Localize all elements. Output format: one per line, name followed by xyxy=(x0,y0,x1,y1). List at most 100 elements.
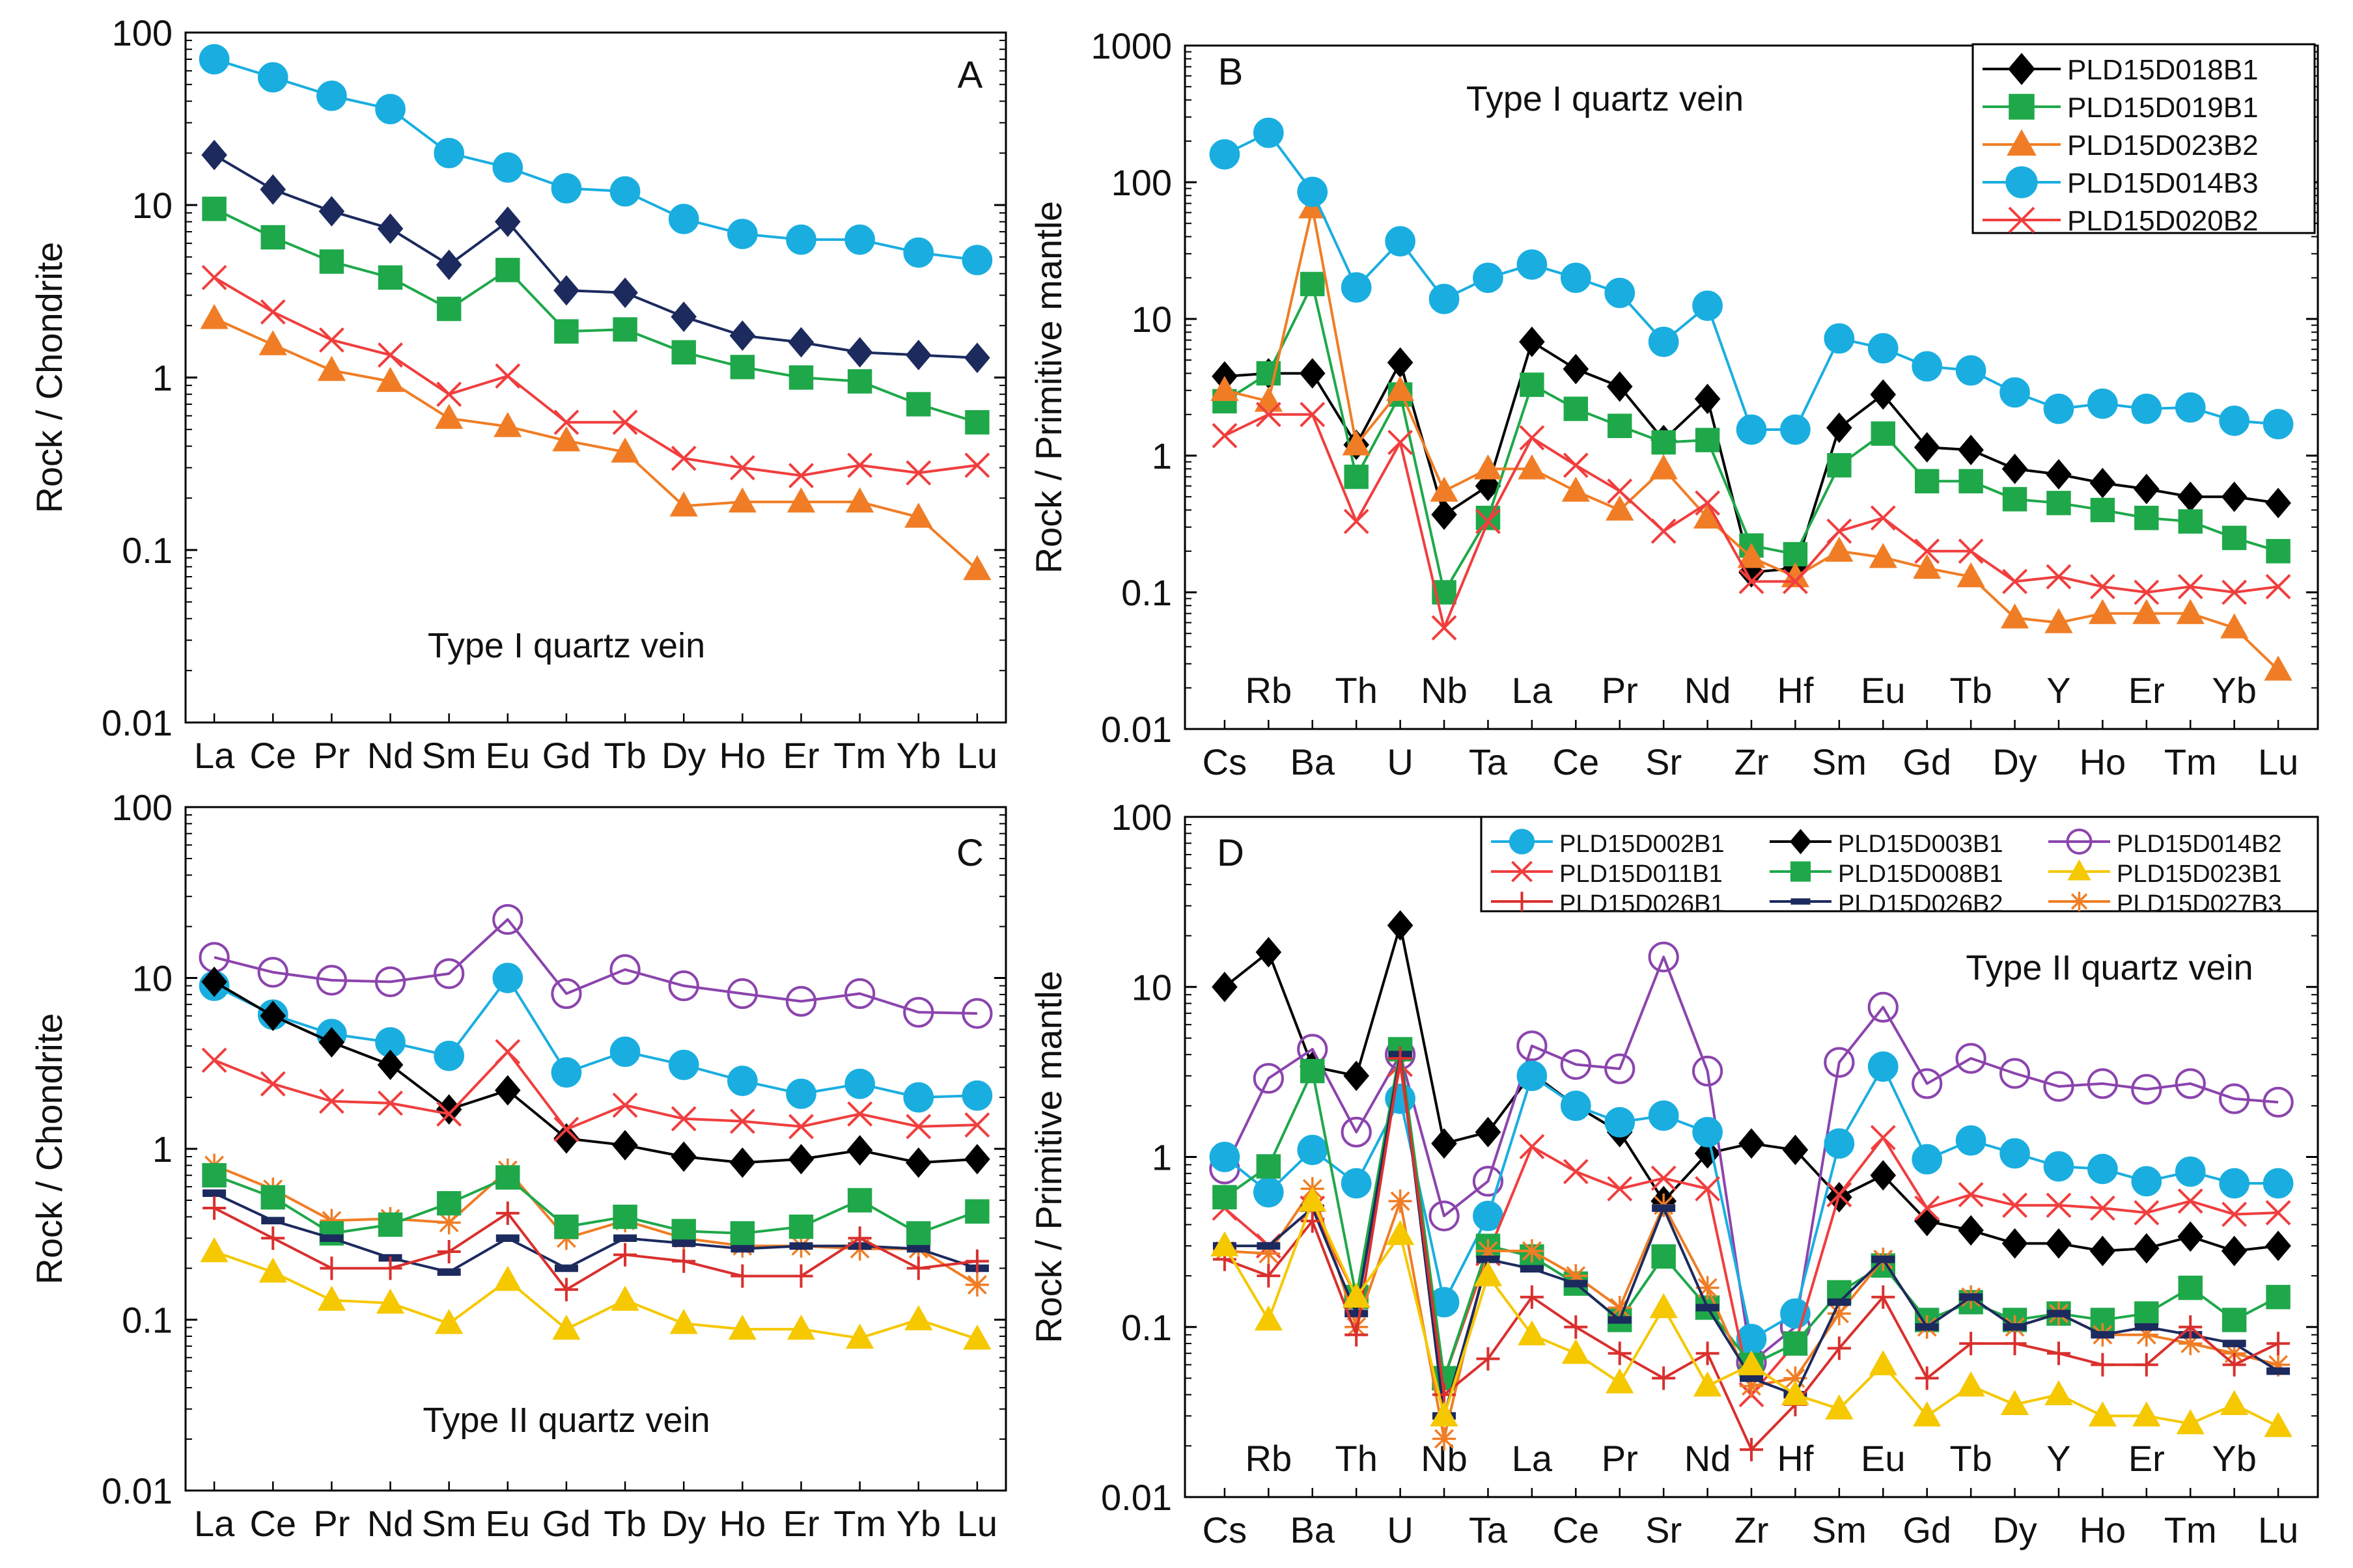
legend-label: PLD15D011B1 xyxy=(1559,860,1723,888)
data-point-pld15d014b3 xyxy=(1604,277,1636,309)
data-point-pld15d020b2 xyxy=(1738,568,1764,594)
data-point-pld15d011b1 xyxy=(729,1108,755,1135)
y-axis-label: Rock / Primitive mantle xyxy=(1028,201,1069,574)
legend-marker xyxy=(2008,53,2035,85)
data-point-pld15d027b3 xyxy=(1740,1374,1763,1398)
data-point-pld15d014b3 xyxy=(1428,283,1460,314)
legend-label: PLD15D008B1 xyxy=(1838,860,2003,888)
data-point-pld15d026b2 xyxy=(261,1217,285,1225)
x-tick-label: Sm xyxy=(422,735,477,776)
data-point-pld15d020b2 xyxy=(1914,538,1940,564)
data-point-pld15d019b1 xyxy=(2090,497,2115,523)
data-point-pld15d026b2 xyxy=(1652,1204,1676,1212)
data-point-pld15d008b1 xyxy=(1651,1244,1676,1269)
data-point-pld15d023b2 xyxy=(552,426,581,452)
data-point-pld15d019b1 xyxy=(1914,469,1940,494)
data-point-pld15d008b1 xyxy=(202,1162,227,1188)
x-tick-label: Ho xyxy=(719,1503,766,1544)
data-point-pld15d011b1 xyxy=(378,1090,403,1116)
data-point-pld15d003b1 xyxy=(729,1147,756,1178)
data-point-pld15d008b1 xyxy=(906,1221,931,1246)
data-point-pld15d018b1 xyxy=(318,196,345,227)
data-point-pld15d002b1 xyxy=(1297,1135,1328,1166)
y-tick-label: 0.1 xyxy=(1121,1307,1172,1348)
legend-entry-pld15d002b1: PLD15D002B1 xyxy=(1491,829,1725,858)
data-point-pld15d003b1 xyxy=(1738,1128,1764,1159)
data-point-pld15d023b2 xyxy=(2044,608,2073,633)
data-point-pld15d023b1 xyxy=(1825,1394,1854,1420)
data-point-pld15d023b2 xyxy=(1737,543,1766,568)
data-point-pld15d011b1 xyxy=(1607,1176,1633,1202)
x-inner-label: Pr xyxy=(1602,1438,1638,1479)
data-point-pld15d014b3 xyxy=(1297,176,1328,208)
data-point-pld15d026b2 xyxy=(495,1234,520,1243)
data-point-pld15d014b3 xyxy=(844,224,875,255)
series-line-pld15d023b2 xyxy=(214,317,979,571)
y-axis-label: Rock / Chondrite xyxy=(29,241,70,513)
data-point-pld15d023b2 xyxy=(2220,613,2249,639)
data-point-pld15d020b2 xyxy=(2177,573,2203,599)
data-point-pld15d023b2 xyxy=(669,491,698,517)
data-point-pld15d026b2 xyxy=(320,1234,344,1243)
data-point-pld15d019b1 xyxy=(2221,525,2247,551)
data-point-pld15d014b3 xyxy=(962,245,993,275)
legend-entry-pld15d023b2: PLD15D023B2 xyxy=(1983,129,2259,161)
data-point-pld15d011b1 xyxy=(2177,1188,2203,1214)
data-point-pld15d003b1 xyxy=(553,1123,579,1154)
data-point-pld15d026b1 xyxy=(2266,1332,2290,1356)
data-point-pld15d011b1 xyxy=(612,1092,638,1118)
data-point-pld15d019b1 xyxy=(2134,506,2159,530)
data-point-pld15d027b3 xyxy=(2179,1332,2203,1356)
data-point-pld15d014b2 xyxy=(1648,941,1679,972)
data-point-pld15d023b2 xyxy=(1473,454,1503,480)
data-point-pld15d011b1 xyxy=(1826,1182,1852,1207)
data-point-pld15d020b2 xyxy=(2134,579,2160,605)
legend-entry-pld15d020b2: PLD15D020B2 xyxy=(1983,205,2259,237)
data-point-pld15d011b1 xyxy=(1870,1125,1896,1151)
data-point-pld15d018b1 xyxy=(494,206,521,238)
data-point-pld15d014b2 xyxy=(434,958,465,989)
y-tick-label: 0.01 xyxy=(1101,1477,1172,1518)
data-point-pld15d014b2 xyxy=(962,998,993,1029)
data-point-pld15d023b1 xyxy=(200,1237,229,1263)
data-point-pld15d027b3 xyxy=(1388,1189,1412,1213)
x-tick-label: Dy xyxy=(1992,1509,2037,1550)
y-tick-label: 1 xyxy=(152,1129,173,1170)
data-point-pld15d002b1 xyxy=(434,1040,464,1071)
data-point-pld15d002b1 xyxy=(2131,1166,2162,1197)
data-point-pld15d014b3 xyxy=(316,80,347,111)
data-point-pld15d026b2 xyxy=(554,1264,578,1272)
legend-entry-pld15d027b3: PLD15D027B3 xyxy=(2048,890,2282,918)
x-tick-label: Gd xyxy=(542,1503,591,1544)
data-point-pld15d026b2 xyxy=(1608,1316,1632,1324)
x-tick-label: Dy xyxy=(661,735,706,776)
data-point-pld15d014b3 xyxy=(2043,393,2074,424)
data-point-pld15d019b1 xyxy=(2002,487,2027,512)
data-point-pld15d023b1 xyxy=(1913,1401,1942,1427)
data-point-pld15d003b1 xyxy=(318,1026,345,1058)
x-tick-label: Lu xyxy=(2258,741,2298,782)
data-point-pld15d026b1 xyxy=(1915,1366,1939,1390)
data-point-pld15d003b1 xyxy=(377,1049,404,1080)
data-point-pld15d014b3 xyxy=(434,137,464,169)
x-tick-label: Dy xyxy=(1992,741,2037,782)
series-line-pld15d020b2 xyxy=(214,276,978,477)
data-point-pld15d026b2 xyxy=(731,1245,755,1253)
x-tick-label: Ba xyxy=(1290,1509,1335,1550)
data-point-pld15d014b2 xyxy=(257,957,288,988)
legend-marker xyxy=(2009,94,2035,120)
panel-letter: B xyxy=(1218,51,1244,93)
data-point-pld15d011b1 xyxy=(1695,1176,1720,1202)
data-point-pld15d019b1 xyxy=(1475,506,1501,530)
data-point-pld15d014b2 xyxy=(844,978,876,1010)
data-point-pld15d002b1 xyxy=(2043,1151,2074,1182)
data-point-pld15d026b2 xyxy=(2134,1323,2158,1331)
data-point-pld15d023b1 xyxy=(1430,1401,1458,1427)
legend: PLD15D002B1 PLD15D003B1 PLD15D014B2PLD15D0… xyxy=(1480,816,2319,918)
data-point-pld15d018b1 xyxy=(729,320,756,351)
legend-marker xyxy=(2067,859,2091,881)
data-point-pld15d011b1 xyxy=(436,1101,462,1127)
data-point-pld15d018b1 xyxy=(1563,353,1589,385)
data-point-pld15d019b1 xyxy=(2178,509,2203,534)
